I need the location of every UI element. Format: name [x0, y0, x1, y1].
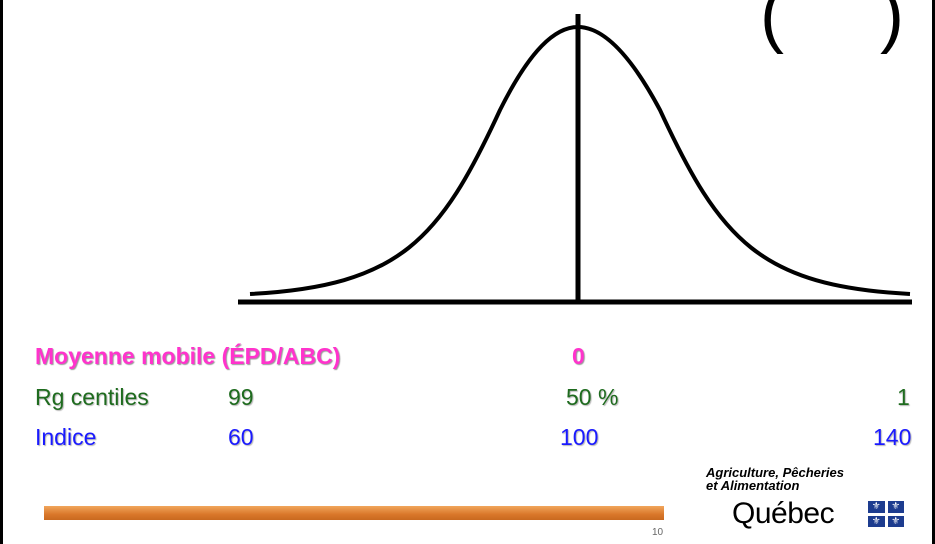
- slide-right-border: [932, 0, 935, 544]
- indice-center-value: 100: [560, 424, 599, 450]
- centiles-label: Rg centiles: [35, 384, 149, 410]
- fleur-de-lis-icon: ⚜: [868, 501, 885, 513]
- ministry-logo-text: Agriculture, Pêcheries et Alimentation: [706, 466, 844, 492]
- page-number: 10: [652, 527, 664, 538]
- title-paren-open: (: [760, 0, 784, 55]
- moyenne-center-value: 0: [572, 343, 585, 369]
- centiles-right-value: 1: [897, 384, 910, 410]
- slide-left-border: [0, 0, 3, 544]
- logo-quebec-wordmark: Québec: [732, 497, 835, 530]
- logo-line-2: et Alimentation: [706, 478, 800, 493]
- title-paren-close: ): [880, 0, 904, 55]
- indice-right-value: 140: [873, 424, 912, 450]
- indice-label: Indice: [35, 424, 97, 450]
- moyenne-label: Moyenne mobile (ÉPD/ABC): [35, 343, 341, 369]
- fleur-de-lis-icon: ⚜: [887, 501, 904, 513]
- centiles-center-value: 50 %: [566, 384, 619, 410]
- fleur-de-lis-icon: ⚜: [887, 515, 904, 527]
- footer-orange-bar: [44, 506, 664, 520]
- fleur-de-lis-icon: ⚜: [868, 515, 885, 527]
- indice-left-value: 60: [228, 424, 254, 450]
- quebec-flag-icon: ⚜ ⚜ ⚜ ⚜: [868, 501, 904, 527]
- centiles-left-value: 99: [228, 384, 254, 410]
- logo-line-1: Agriculture, Pêcheries: [706, 465, 844, 480]
